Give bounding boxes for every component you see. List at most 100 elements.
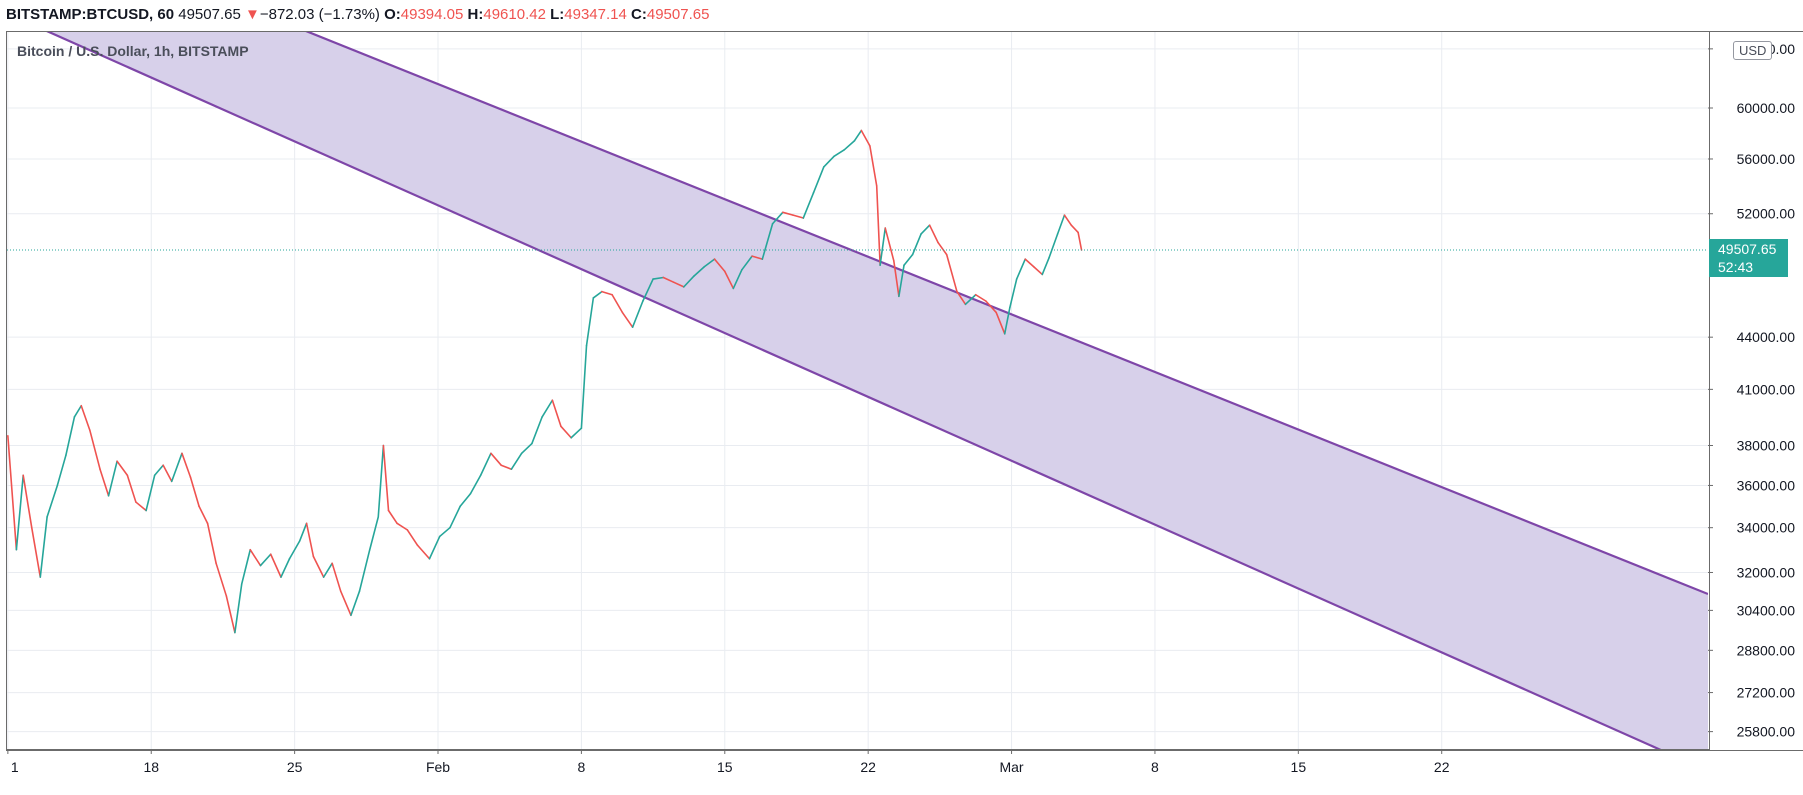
price-segment-46: [396, 522, 409, 531]
price-segment-89: [822, 155, 835, 168]
price-segment-74: [672, 281, 685, 288]
price-segment-48: [416, 544, 431, 560]
price-segment-87: [802, 191, 815, 219]
price-segment-92: [853, 129, 863, 142]
price-segment-96: [879, 227, 887, 267]
x-tick-label-7: Mar: [999, 759, 1023, 775]
price-segment-114: [1024, 258, 1035, 268]
x-tick-label-2: 25: [287, 759, 303, 775]
open-label: O:: [384, 6, 401, 23]
y-tick-label-11: 56000.00: [1737, 151, 1796, 167]
price-segment-105: [945, 253, 958, 293]
price-segment-42: [368, 516, 380, 551]
price-segment-72: [652, 276, 665, 280]
x-tick-label-6: 22: [860, 759, 876, 775]
parallel-channel[interactable]: [8, 0, 1708, 771]
price-segment-20: [170, 452, 183, 483]
y-tick-label-7: 38000.00: [1737, 438, 1796, 454]
price-segment-66: [592, 290, 603, 299]
price-segment-73: [662, 276, 675, 283]
price-segment-85: [782, 211, 794, 216]
price-segment-121: [1077, 231, 1083, 251]
price-segment-44: [382, 444, 390, 512]
price-segment-33: [288, 540, 301, 560]
high-value: 49610.42: [483, 6, 546, 23]
x-tick-label-0: 1: [11, 759, 19, 775]
price-segment-4: [30, 526, 42, 578]
price-segment-57: [510, 452, 523, 471]
price-segment-118: [1056, 214, 1066, 235]
price-segment-70: [631, 300, 644, 328]
price-segment-83: [761, 222, 774, 260]
price-segment-16: [135, 501, 147, 512]
symbol-name[interactable]: BITSTAMP:BTCUSD, 60: [6, 6, 175, 23]
x-tick-label-1: 18: [143, 759, 159, 775]
x-tick-label-3: Feb: [426, 759, 450, 775]
price-segment-101: [911, 233, 922, 256]
price-segment-26: [225, 595, 236, 634]
y-tick-label-6: 36000.00: [1737, 477, 1796, 493]
price-segment-62: [560, 425, 572, 439]
currency-badge[interactable]: USD: [1733, 41, 1773, 60]
x-tick-label-8: 8: [1151, 759, 1159, 775]
price-segment-50: [438, 526, 451, 538]
price-segment-41: [358, 548, 371, 592]
price-segment-115: [1032, 265, 1044, 276]
price-segment-69: [621, 311, 634, 328]
price-segment-24: [206, 522, 217, 565]
price-segment-18: [153, 464, 164, 477]
y-tick-label-5: 34000.00: [1737, 520, 1796, 536]
price-segment-60: [541, 399, 554, 418]
price-segment-107: [964, 293, 977, 306]
channel-fill: [48, 32, 1708, 749]
price-segment-111: [1003, 306, 1011, 335]
channel-lower-line: [46, 32, 1662, 749]
price-segment-88: [812, 166, 825, 194]
close-value: 49507.65: [646, 6, 710, 23]
price-segment-80: [732, 269, 743, 290]
y-tick-label-1: 27200.00: [1737, 685, 1796, 701]
price-segment-98: [892, 259, 900, 298]
price-segment-61: [551, 399, 562, 428]
price-segment-49: [428, 535, 441, 560]
price-segment-54: [479, 452, 492, 477]
price-segment-35: [305, 522, 315, 558]
price-segment-78: [713, 258, 726, 273]
price-segment-39: [339, 590, 352, 617]
price-segment-120: [1070, 224, 1079, 234]
price-segment-94: [869, 145, 878, 187]
price-segment-53: [469, 474, 482, 495]
price-segment-81: [741, 255, 753, 271]
chart-pane[interactable]: [6, 31, 1709, 750]
price-segment-52: [459, 492, 472, 508]
price-segment-21: [181, 452, 192, 479]
price-segment-29: [249, 548, 262, 567]
price-segment-3: [22, 474, 33, 529]
symbol-header: BITSTAMP:BTCUSD, 60 49507.65 ▼−872.03 (−…: [6, 4, 709, 26]
open-value: 49394.05: [400, 6, 464, 23]
y-tick-label-4: 32000.00: [1737, 564, 1796, 580]
low-label: L:: [550, 6, 565, 23]
y-tick-label-9: 44000.00: [1737, 329, 1796, 345]
bar-countdown: 52:43: [1718, 259, 1754, 276]
price-segment-1: [7, 435, 18, 551]
price-segment-30: [259, 553, 272, 567]
price-segment-36: [312, 555, 325, 578]
y-tick-label-3: 30400.00: [1737, 602, 1796, 618]
price-segment-68: [611, 293, 624, 314]
price-segment-108: [974, 293, 987, 302]
price-axis[interactable]: [1709, 31, 1803, 750]
y-tick-label-8: 41000.00: [1737, 381, 1796, 397]
price-segment-84: [771, 211, 784, 225]
price-segment-47: [406, 529, 419, 547]
price-segment-15: [126, 474, 137, 503]
price-segment-17: [145, 474, 156, 512]
price-segment-103: [928, 224, 939, 244]
price-segment-10: [80, 404, 91, 431]
price-segment-45: [387, 509, 398, 525]
last-price-label: 49507.65 52:43: [1709, 239, 1788, 278]
price-segment-93: [860, 129, 871, 147]
price-segment-97: [884, 227, 895, 262]
y-tick-label-12: 60000.00: [1737, 100, 1796, 116]
